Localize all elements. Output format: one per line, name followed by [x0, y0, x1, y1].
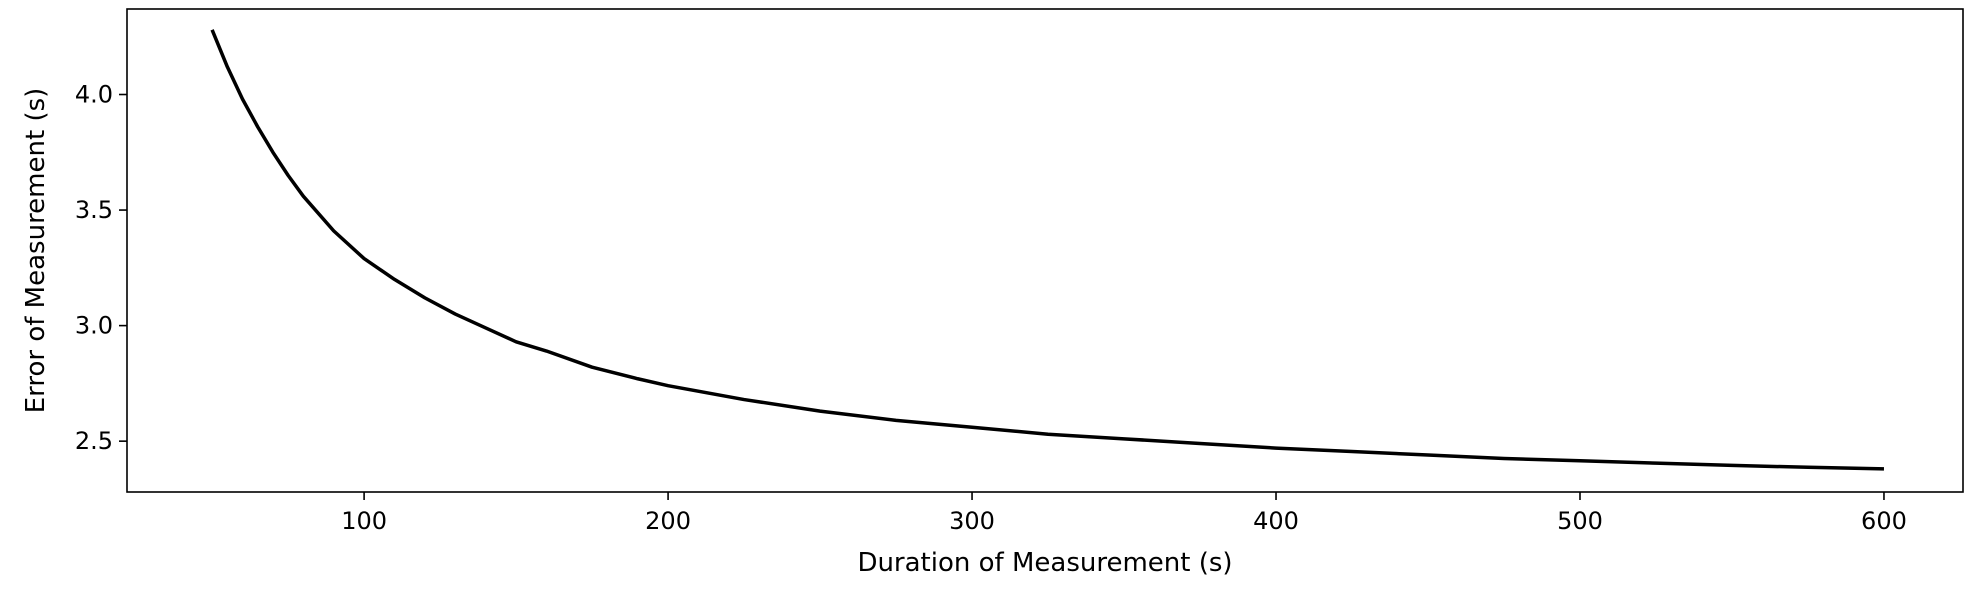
x-tick-label: 600 — [1861, 507, 1907, 535]
x-tick-label: 500 — [1557, 507, 1603, 535]
y-tick-label: 2.5 — [75, 427, 113, 455]
plot-frame — [126, 8, 1964, 493]
y-tick-label: 4.0 — [75, 81, 113, 109]
series-line — [210, 29, 1885, 471]
x-tick-label: 100 — [341, 507, 387, 535]
plot-background — [127, 9, 1963, 492]
x-tick-label: 300 — [949, 507, 995, 535]
x-tick-label: 200 — [645, 507, 691, 535]
x-axis-ticks: 100 200 300 400 500 600 — [341, 492, 1907, 535]
x-tick-label: 400 — [1253, 507, 1299, 535]
y-tick-label: 3.5 — [75, 196, 113, 224]
y-axis-label: Error of Measurement (s) — [21, 88, 51, 414]
y-tick-label: 3.0 — [75, 312, 113, 340]
y-axis-ticks: 2.5 3.0 3.5 4.0 — [75, 81, 127, 455]
x-axis-label: Duration of Measurement (s) — [857, 548, 1232, 578]
